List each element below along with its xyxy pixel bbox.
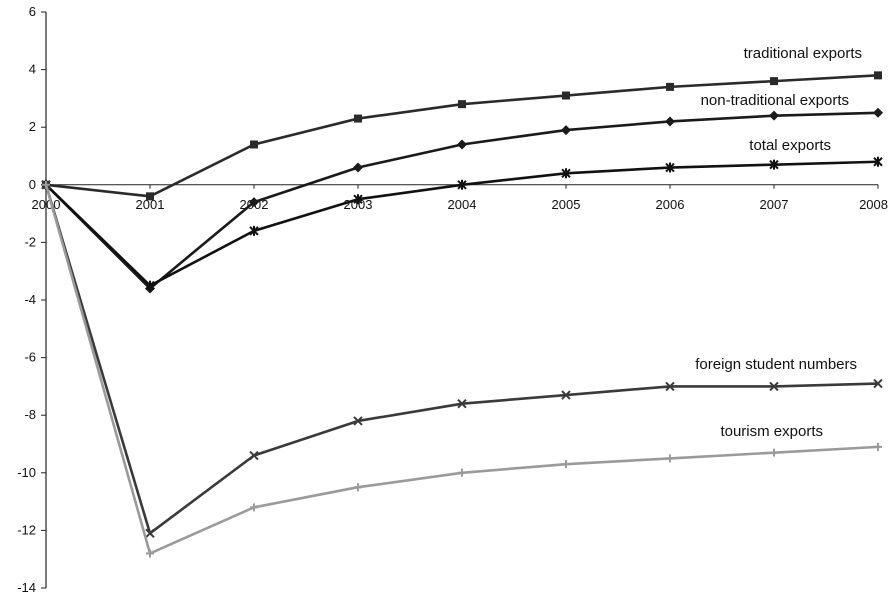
y-tick-label: -4 bbox=[24, 292, 36, 307]
series-0-point bbox=[250, 140, 258, 149]
y-tick-label: -10 bbox=[17, 465, 36, 480]
series-2-point bbox=[249, 225, 259, 236]
y-tick-label: 2 bbox=[29, 119, 36, 134]
x-tick-label: 2008 bbox=[859, 197, 888, 212]
series-label-4: tourism exports bbox=[720, 423, 823, 440]
y-tick-label: 4 bbox=[29, 62, 36, 77]
series-4-point bbox=[458, 468, 466, 477]
series-3-point bbox=[249, 450, 259, 461]
series-3-point bbox=[561, 390, 571, 400]
series-3-point bbox=[665, 381, 675, 392]
series-1-point bbox=[561, 125, 571, 136]
series-label-2: total exports bbox=[749, 137, 831, 154]
series-2-point bbox=[873, 156, 883, 167]
series-1-point bbox=[769, 110, 779, 121]
series-1-point bbox=[873, 107, 883, 118]
x-tick-label: 2004 bbox=[448, 197, 477, 212]
x-tick-label: 2006 bbox=[656, 197, 685, 212]
series-3-point bbox=[353, 416, 363, 426]
series-1-point bbox=[353, 162, 363, 173]
x-tick-label: 2000 bbox=[32, 197, 61, 212]
series-2-point bbox=[769, 159, 779, 170]
series-0-point bbox=[874, 71, 882, 80]
series-4-point bbox=[354, 483, 362, 492]
series-4-point bbox=[874, 442, 882, 451]
series-4-point bbox=[146, 549, 154, 558]
y-tick-label: 6 bbox=[29, 4, 36, 19]
series-2-point bbox=[145, 280, 155, 291]
series-2-point bbox=[353, 194, 363, 205]
series-4-point bbox=[562, 460, 570, 469]
series-2-point bbox=[561, 168, 571, 179]
series-4-point bbox=[770, 448, 778, 457]
series-3-point bbox=[873, 378, 883, 389]
series-0-point bbox=[458, 100, 466, 109]
y-tick-label: -6 bbox=[24, 350, 36, 365]
series-0-point bbox=[146, 192, 154, 201]
series-4-point bbox=[250, 503, 258, 512]
series-0-point bbox=[562, 91, 570, 100]
y-tick-label: 0 bbox=[29, 177, 36, 192]
series-1-point bbox=[665, 116, 675, 127]
series-label-0: traditional exports bbox=[744, 45, 862, 62]
y-tick-label: -12 bbox=[17, 522, 36, 537]
series-2-point bbox=[457, 179, 467, 190]
series-3-point bbox=[769, 381, 779, 392]
series-4-point bbox=[42, 180, 50, 189]
series-1-point bbox=[457, 139, 467, 150]
series-0-point bbox=[770, 77, 778, 86]
series-label-1: non-traditional exports bbox=[701, 92, 849, 109]
series-3-point bbox=[145, 528, 155, 538]
x-tick-label: 2007 bbox=[760, 197, 789, 212]
series-2-point bbox=[665, 162, 675, 173]
y-tick-label: -8 bbox=[24, 407, 36, 422]
x-tick-label: 2005 bbox=[552, 197, 581, 212]
y-tick-label: -14 bbox=[17, 580, 36, 595]
x-tick-label: 2001 bbox=[136, 197, 165, 212]
y-tick-label: -2 bbox=[24, 234, 36, 249]
series-3-point bbox=[457, 398, 467, 409]
series-0-point bbox=[666, 82, 674, 91]
series-4-point bbox=[666, 454, 674, 463]
series-label-3: foreign student numbers bbox=[695, 356, 857, 373]
series-1-point bbox=[249, 197, 259, 208]
series-0-point bbox=[354, 114, 362, 123]
